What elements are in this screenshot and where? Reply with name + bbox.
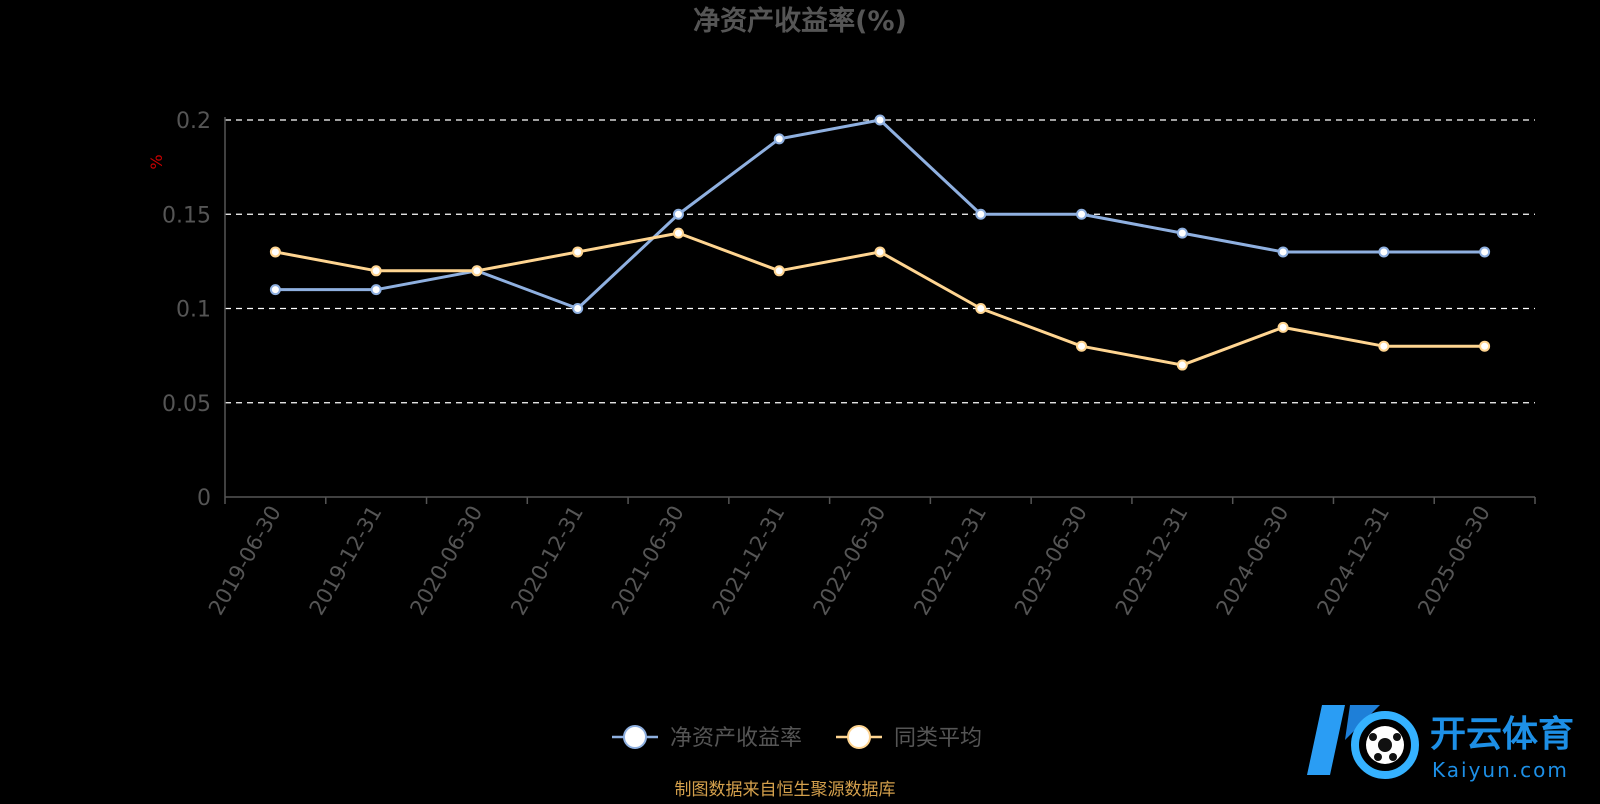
x-tick-label: 2023-12-31 <box>1111 502 1193 620</box>
x-tick-label: 2022-06-30 <box>809 502 891 620</box>
series-lines <box>269 114 1491 371</box>
data-point-series-0[interactable] <box>269 284 281 296</box>
data-point-series-0[interactable] <box>370 284 382 296</box>
x-tick-label: 2025-06-30 <box>1413 502 1495 620</box>
data-point-series-1[interactable] <box>572 246 584 258</box>
x-tick-label: 2024-06-30 <box>1212 502 1294 620</box>
data-point-series-1[interactable] <box>1277 321 1289 333</box>
x-tick-label: 2019-12-31 <box>305 502 387 620</box>
chart-title: 净资产收益率(%) <box>693 5 907 37</box>
data-point-series-0[interactable] <box>672 208 684 220</box>
legend-marker-peer-average <box>847 725 871 749</box>
data-point-series-1[interactable] <box>370 265 382 277</box>
x-tick-label: 2021-12-31 <box>708 502 790 620</box>
y-tick-label: 0.1 <box>176 298 211 323</box>
legend-label-roe: 净资产收益率 <box>670 726 802 751</box>
x-tick-label: 2022-12-31 <box>909 502 991 620</box>
watermark-site: Kaiyun.com <box>1432 758 1569 782</box>
data-point-series-0[interactable] <box>874 114 886 126</box>
data-point-series-0[interactable] <box>1176 227 1188 239</box>
data-point-series-0[interactable] <box>975 208 987 220</box>
kaiyun-watermark: 开云体育 Kaiyun.com <box>1307 705 1574 782</box>
x-tick-label: 2020-12-31 <box>506 502 588 620</box>
legend: 净资产收益率 同类平均 <box>612 725 982 751</box>
data-point-series-0[interactable] <box>1277 246 1289 258</box>
kaiyun-logo-icon <box>1307 705 1419 779</box>
x-tick-label: 2024-12-31 <box>1312 502 1394 620</box>
data-point-series-0[interactable] <box>1378 246 1390 258</box>
data-point-series-1[interactable] <box>269 246 281 258</box>
y-tick-label: 0.2 <box>176 109 211 134</box>
data-point-series-1[interactable] <box>471 265 483 277</box>
y-axis-label: % <box>147 154 166 169</box>
data-point-series-1[interactable] <box>1479 340 1491 352</box>
data-point-series-1[interactable] <box>975 303 987 314</box>
data-point-series-1[interactable] <box>1378 340 1390 352</box>
x-tick-label: 2020-06-30 <box>405 502 487 620</box>
data-point-series-0[interactable] <box>773 133 785 145</box>
data-point-series-0[interactable] <box>1479 246 1491 258</box>
data-point-series-1[interactable] <box>1076 340 1088 352</box>
grid-lines <box>225 119 1535 404</box>
watermark-brand: 开云体育 <box>1430 714 1574 755</box>
data-point-series-1[interactable] <box>874 246 886 258</box>
x-tick-label: 2021-06-30 <box>607 502 689 620</box>
data-point-series-1[interactable] <box>773 265 785 277</box>
y-tick-label: 0.05 <box>162 392 211 417</box>
x-tick-label: 2023-06-30 <box>1010 502 1092 620</box>
data-point-series-0[interactable] <box>1076 208 1088 220</box>
legend-label-peer-average: 同类平均 <box>894 726 982 751</box>
data-source-note: 制图数据来自恒生聚源数据库 <box>675 780 896 800</box>
data-point-series-0[interactable] <box>572 303 584 314</box>
data-point-series-1[interactable] <box>1176 359 1188 371</box>
y-tick-label: 0 <box>197 486 211 511</box>
legend-item-peer-average[interactable]: 同类平均 <box>836 725 982 751</box>
data-point-series-1[interactable] <box>672 227 684 239</box>
legend-marker-roe <box>623 725 647 749</box>
legend-item-roe[interactable]: 净资产收益率 <box>612 725 802 751</box>
x-tick-label: 2019-06-30 <box>204 502 286 620</box>
y-tick-label: 0.15 <box>162 203 211 228</box>
